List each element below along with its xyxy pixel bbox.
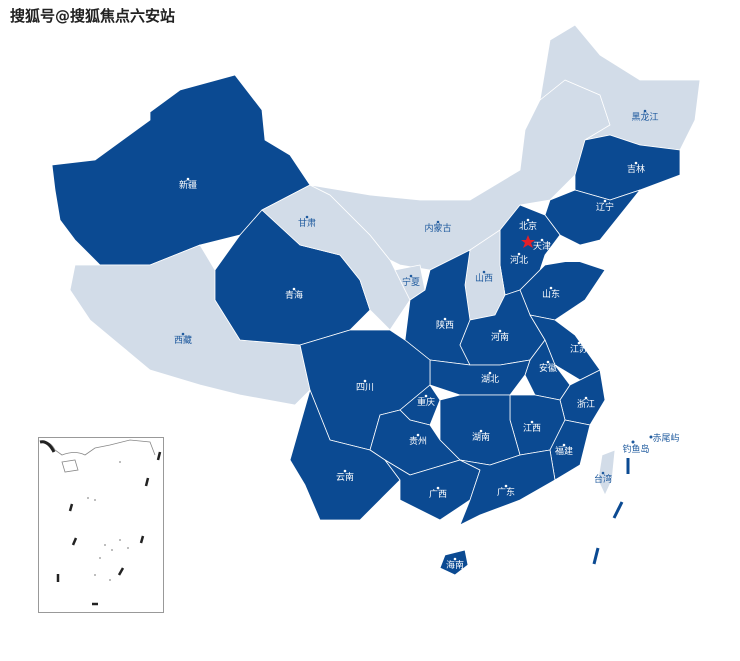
province-dot: [488, 371, 492, 375]
south-china-sea-inset: [38, 437, 164, 613]
province-dot: [526, 218, 530, 222]
boundary-mark: [612, 501, 624, 519]
province-dot: [436, 486, 440, 490]
province-label: 青海: [285, 289, 303, 301]
province-26[interactable]: [289, 389, 401, 521]
province-dot: [643, 109, 647, 113]
province-dot: [603, 199, 607, 203]
province-label: 安徽: [539, 362, 557, 374]
province-label: 江苏: [570, 343, 588, 355]
province-dot: [424, 394, 428, 398]
province-dot: [540, 238, 544, 242]
province-label: 内蒙古: [424, 222, 451, 234]
province-label: 新疆: [179, 179, 197, 191]
province-label: 福建: [555, 445, 573, 457]
province-dot: [562, 443, 566, 447]
province-label: 浙江: [577, 398, 595, 410]
province-29[interactable]: [439, 549, 469, 576]
province-dot: [181, 332, 185, 336]
province-label: 广东: [497, 486, 515, 498]
bohai-sea: [548, 238, 600, 262]
province-label: 山东: [542, 288, 560, 300]
province-dot: [363, 379, 367, 383]
province-dot: [530, 420, 534, 424]
label-chiwei: 赤尾屿: [652, 433, 679, 444]
boundary-mark: [592, 547, 600, 565]
province-label: 陕西: [436, 319, 454, 331]
province-label: 山西: [475, 273, 493, 284]
province-dot: [549, 286, 553, 290]
province-label: 河南: [491, 331, 509, 343]
province-28[interactable]: [459, 449, 556, 526]
province-label: 西藏: [174, 334, 192, 346]
province-label: 云南: [336, 471, 354, 483]
province-dot: [416, 433, 420, 437]
province-label: 广西: [429, 488, 447, 500]
province-dot: [343, 469, 347, 473]
province-dot: [479, 429, 483, 433]
chiwei-dot: [649, 435, 653, 439]
province-dot: [498, 329, 502, 333]
province-label: 湖北: [481, 374, 499, 385]
province-6[interactable]: [574, 134, 681, 201]
province-label: 重庆: [417, 396, 435, 408]
province-dot: [186, 177, 190, 181]
province-dot: [634, 161, 638, 165]
province-dot: [504, 484, 508, 488]
province-label: 辽宁: [596, 201, 614, 213]
province-dot: [584, 396, 588, 400]
province-30[interactable]: [597, 449, 616, 496]
province-7[interactable]: [544, 189, 641, 246]
province-dot: [436, 220, 440, 224]
province-label: 海南: [446, 559, 464, 571]
province-label: 台湾: [594, 473, 612, 485]
province-dot: [577, 341, 581, 345]
label-diaoyu: 钓鱼岛: [622, 443, 649, 455]
diaoyu-dot: [631, 440, 635, 444]
province-dot: [292, 287, 296, 291]
province-label: 江西: [523, 423, 541, 434]
province-label: 河北: [510, 254, 528, 266]
province-dot: [601, 471, 605, 475]
province-dot: [517, 252, 521, 256]
province-label: 黑龙江: [631, 111, 658, 123]
province-dot: [443, 317, 447, 321]
capital-star-icon: [521, 235, 535, 248]
province-label: 甘肃: [298, 217, 316, 229]
province-dot: [305, 215, 309, 219]
province-dot: [482, 270, 486, 274]
province-dot: [409, 274, 413, 278]
province-label: 吉林: [627, 163, 645, 175]
province-25[interactable]: [549, 419, 591, 481]
province-label: 湖南: [472, 431, 490, 443]
province-18[interactable]: [429, 359, 531, 396]
watermark: 搜狐号@搜狐焦点六安站: [10, 7, 176, 25]
province-label: 贵州: [409, 435, 427, 447]
province-dot: [453, 557, 457, 561]
province-label: 北京: [519, 220, 537, 232]
province-label: 天津: [533, 241, 551, 252]
province-dot: [546, 360, 550, 364]
province-1[interactable]: [69, 244, 311, 406]
province-label: 宁夏: [402, 276, 420, 288]
province-label: 四川: [356, 383, 374, 393]
